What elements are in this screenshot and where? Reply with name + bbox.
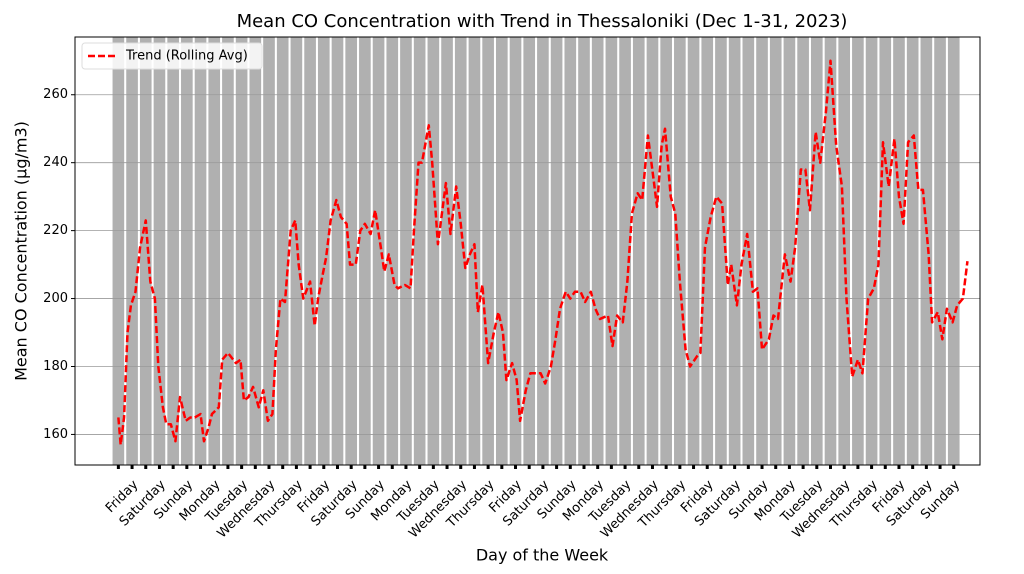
bar <box>893 37 905 465</box>
bar <box>701 37 714 465</box>
bar <box>194 37 207 465</box>
bar <box>810 37 823 465</box>
bar <box>906 37 919 465</box>
bar <box>537 37 549 465</box>
bar <box>413 37 426 465</box>
bar <box>400 37 412 465</box>
bar <box>331 37 344 465</box>
bar <box>824 37 837 465</box>
y-tick-label: 260 <box>43 87 68 102</box>
bar <box>591 37 604 465</box>
bar <box>290 37 303 465</box>
bar <box>276 37 289 465</box>
bar <box>427 37 440 465</box>
bar <box>715 37 727 465</box>
bar-layer <box>112 37 960 465</box>
bar <box>208 37 221 465</box>
bar <box>139 37 152 465</box>
bar <box>181 37 193 465</box>
bar <box>235 37 248 465</box>
bar <box>167 37 179 465</box>
legend-label: Trend (Rolling Avg) <box>125 49 248 64</box>
bar <box>947 37 960 465</box>
y-tick-label: 160 <box>43 427 68 442</box>
bar <box>112 37 125 465</box>
bar <box>687 37 700 465</box>
bar <box>386 37 399 465</box>
bar <box>317 37 330 465</box>
plot-frame <box>74 36 981 466</box>
bar <box>496 37 508 465</box>
bar <box>482 37 494 465</box>
bar <box>646 37 659 465</box>
y-tick-label: 200 <box>43 291 68 306</box>
grid <box>75 94 980 435</box>
bar <box>769 37 782 465</box>
bar <box>222 37 234 465</box>
x-axis-label: Day of the Week <box>476 546 609 565</box>
bar <box>728 37 741 465</box>
bar <box>619 37 631 465</box>
bar <box>852 37 864 465</box>
bar <box>441 37 453 465</box>
bar <box>509 37 522 465</box>
bar <box>304 37 316 465</box>
line-layer <box>117 59 969 446</box>
bar <box>578 37 590 465</box>
bar <box>605 37 618 465</box>
bar <box>742 37 755 465</box>
y-tick-label: 180 <box>43 359 68 374</box>
chart-title: Mean CO Concentration with Trend in Thes… <box>237 11 848 32</box>
bar <box>660 37 672 465</box>
bar <box>126 37 138 465</box>
legend-box <box>81 42 263 70</box>
bar <box>879 37 892 465</box>
y-tick-label: 240 <box>43 155 68 170</box>
bar <box>865 37 878 465</box>
bar <box>249 37 262 465</box>
y-axis-label: Mean CO Concentration (µg/m3) <box>12 121 31 381</box>
bar <box>783 37 796 465</box>
bar <box>523 37 536 465</box>
bar <box>564 37 577 465</box>
bar <box>359 37 371 465</box>
bar <box>468 37 481 465</box>
y-tick-label: 220 <box>43 223 68 238</box>
bar <box>797 37 809 465</box>
bar <box>674 37 686 465</box>
bar <box>920 37 933 465</box>
bar <box>153 37 166 465</box>
legend: Trend (Rolling Avg) <box>81 42 263 70</box>
bar <box>756 37 768 465</box>
bar <box>632 37 645 465</box>
bar <box>454 37 467 465</box>
bar <box>345 37 357 465</box>
bar <box>934 37 946 465</box>
bar <box>263 37 275 465</box>
bar <box>372 37 385 465</box>
bar <box>550 37 563 465</box>
trend-line <box>117 59 969 446</box>
